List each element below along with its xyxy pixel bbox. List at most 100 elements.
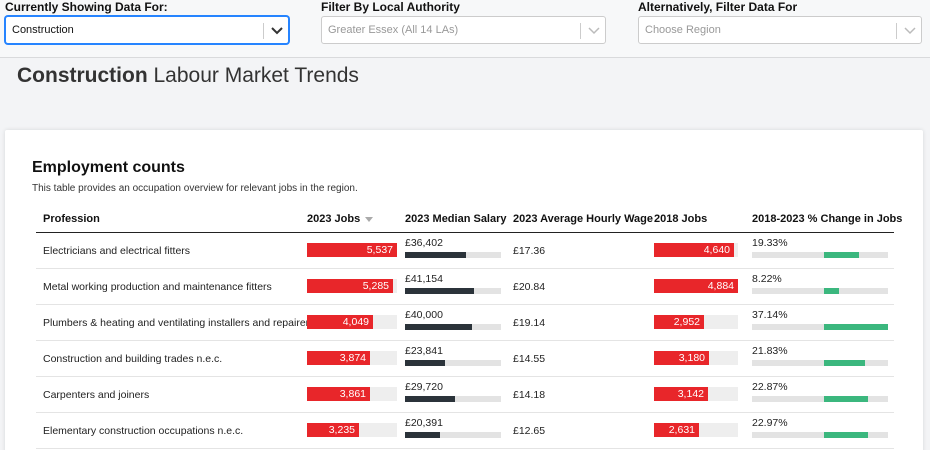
filter-bar: Currently Showing Data For: Construction… (0, 0, 930, 58)
jobs-2018-value: 4,640 (703, 244, 730, 256)
change-track (752, 252, 888, 258)
header-change[interactable]: 2018-2023 % Change in Jobs (752, 213, 903, 225)
profession-cell: Electricians and electrical fitters (43, 245, 191, 257)
table-row: Carpenters and joiners 3,861 £29,720 £14.18… (36, 377, 894, 413)
header-jobs-2018[interactable]: 2018 Jobs (654, 213, 708, 225)
jobs-2023-value: 5,285 (362, 280, 389, 292)
select-separator (263, 23, 264, 39)
change-value: 21.83% (752, 345, 788, 357)
page-title-sector: Construction (17, 64, 148, 87)
profession-cell: Metal working production and maintenance… (43, 281, 272, 293)
median-salary-value: £20,391 (405, 417, 443, 429)
table-row: Plumbers & heating and ventilating insta… (36, 305, 894, 341)
jobs-2018-bar: 3,180 (654, 351, 709, 365)
chevron-down-icon[interactable] (901, 23, 919, 39)
jobs-2023-value: 3,861 (339, 388, 366, 400)
table-row: Elementary construction occupations n.e.… (36, 413, 894, 449)
table-row: Electricians and electrical fitters 5,537… (36, 233, 894, 269)
change-track (752, 432, 888, 438)
change-value: 8.22% (752, 273, 782, 285)
change-track (752, 288, 888, 294)
header-median-salary[interactable]: 2023 Median Salary (405, 213, 507, 225)
authority-select-value: Greater Essex (All 14 LAs) (328, 24, 459, 36)
table-row: Metal working production and maintenance… (36, 269, 894, 305)
table-row: Construction and building trades n.e.c. 3… (36, 341, 894, 377)
jobs-2018-value: 3,142 (677, 388, 704, 400)
jobs-2023-value: 5,537 (366, 244, 393, 256)
authority-select[interactable]: Greater Essex (All 14 LAs) (321, 16, 606, 44)
hourly-wage-value: £19.14 (513, 317, 546, 329)
salary-track (405, 360, 501, 366)
jobs-2023-bar: 3,874 (307, 351, 370, 365)
jobs-2023-value: 3,874 (339, 352, 366, 364)
employment-card: Employment counts This table provides an… (5, 130, 923, 450)
change-track (752, 360, 888, 366)
header-jobs-2023-label: 2023 Jobs (307, 213, 361, 225)
median-salary-value: £36,402 (405, 237, 443, 249)
salary-track (405, 288, 501, 294)
sort-desc-icon[interactable] (365, 216, 374, 222)
salary-bar (405, 288, 474, 294)
salary-bar (405, 360, 445, 366)
salary-track (405, 432, 501, 438)
salary-track (405, 324, 501, 330)
median-salary-value: £40,000 (405, 309, 443, 321)
card-description: This table provides an occupation overvi… (32, 183, 358, 194)
hourly-wage-value: £20.84 (513, 281, 546, 293)
sector-select-value: Construction (12, 24, 74, 36)
jobs-2023-bar: 5,537 (307, 243, 397, 257)
change-track (752, 396, 888, 402)
jobs-2018-value: 4,884 (707, 280, 734, 292)
change-bar (824, 252, 859, 258)
region-select[interactable]: Choose Region (638, 16, 922, 44)
jobs-2018-bar: 4,640 (654, 243, 734, 257)
region-filter-label: Alternatively, Filter Data For (638, 0, 798, 14)
median-salary-value: £23,841 (405, 345, 443, 357)
table-header: Profession 2023 Jobs 2023 Median Salary … (36, 205, 902, 233)
jobs-2018-value: 3,180 (678, 352, 705, 364)
jobs-2018-value: 2,952 (673, 316, 700, 328)
change-bar (824, 360, 865, 366)
change-bar (824, 432, 868, 438)
change-value: 37.14% (752, 309, 788, 321)
jobs-2023-bar: 4,049 (307, 315, 373, 329)
region-select-placeholder: Choose Region (645, 24, 721, 36)
change-value: 22.87% (752, 381, 788, 393)
jobs-2023-value: 4,049 (342, 316, 369, 328)
median-salary-value: £29,720 (405, 381, 443, 393)
sector-select[interactable]: Construction (5, 16, 289, 44)
jobs-2018-bar: 3,142 (654, 387, 708, 401)
chevron-down-icon[interactable] (585, 23, 603, 39)
salary-bar (405, 252, 466, 258)
header-hourly-wage[interactable]: 2023 Average Hourly Wage (513, 213, 654, 225)
jobs-2018-bar: 2,952 (654, 315, 704, 329)
hourly-wage-value: £14.18 (513, 389, 546, 401)
select-separator (580, 23, 581, 39)
region-filter: Alternatively, Filter Data For (638, 0, 797, 14)
header-jobs-2023[interactable]: 2023 Jobs (307, 213, 374, 225)
select-separator (896, 23, 897, 39)
authority-filter-label: Filter By Local Authority (321, 0, 460, 14)
hourly-wage-value: £12.65 (513, 425, 546, 437)
showing-filter: Currently Showing Data For: (5, 0, 168, 14)
median-salary-value: £41,154 (405, 273, 443, 285)
change-bar (824, 324, 888, 330)
change-value: 22.97% (752, 417, 788, 429)
change-value: 19.33% (752, 237, 788, 249)
jobs-2023-value: 3,235 (328, 424, 355, 436)
header-profession[interactable]: Profession (43, 213, 100, 225)
jobs-2018-bar: 4,884 (654, 279, 738, 293)
chevron-down-icon[interactable] (268, 23, 286, 39)
salary-track (405, 252, 501, 258)
jobs-2018-bar: 2,631 (654, 423, 699, 437)
salary-bar (405, 396, 455, 402)
jobs-2023-bar: 5,285 (307, 279, 393, 293)
page-title: Construction Labour Market Trends (17, 64, 359, 88)
change-bar (824, 288, 839, 294)
hourly-wage-value: £14.55 (513, 353, 546, 365)
change-bar (824, 396, 868, 402)
profession-cell: Construction and building trades n.e.c. (43, 353, 223, 365)
profession-cell: Carpenters and joiners (43, 389, 150, 401)
jobs-2023-bar: 3,235 (307, 423, 359, 437)
jobs-2018-value: 2,631 (668, 424, 695, 436)
